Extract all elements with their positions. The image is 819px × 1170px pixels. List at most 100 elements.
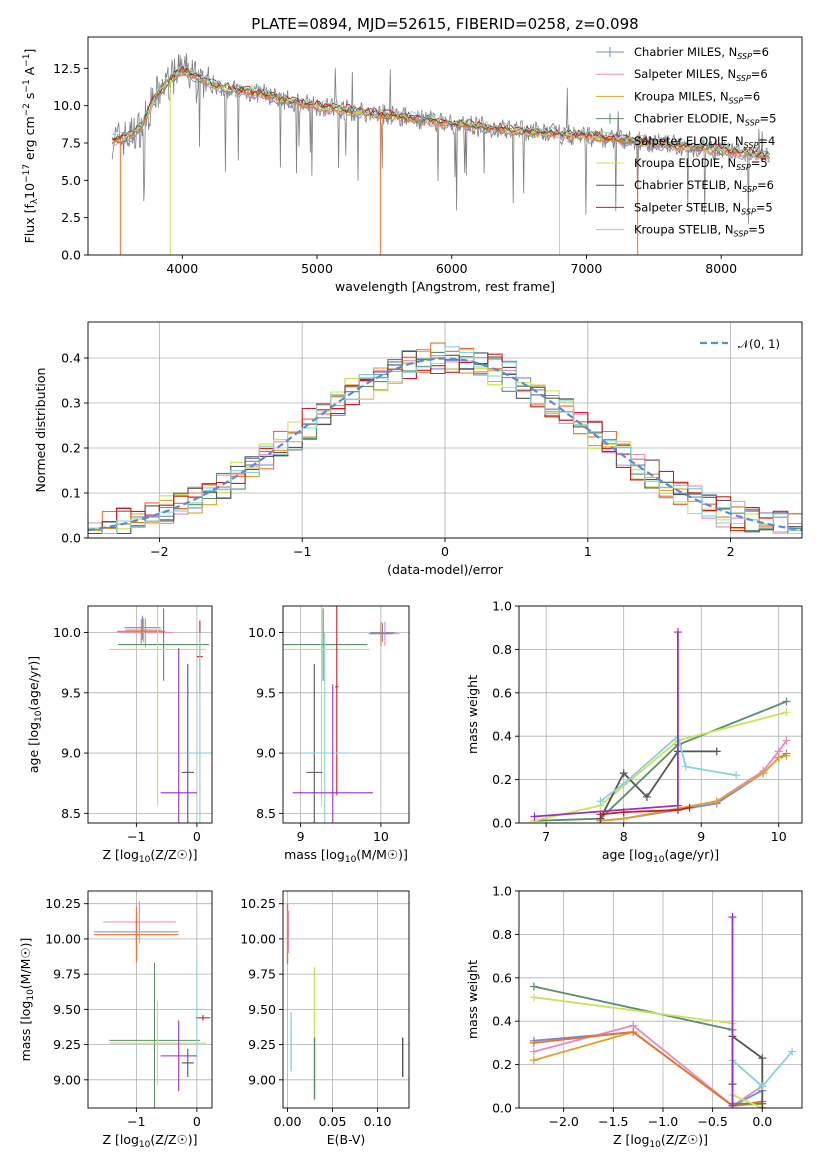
legend-entry: Salpeter MILES, NSSP=6 xyxy=(634,67,768,83)
mass-weight-marker xyxy=(619,779,628,788)
age-vs-mass-panel: 9 10 8.5 9.0 9.5 10.0 mass [log10(M/M☉)] xyxy=(248,605,410,865)
x-axis-label: mass [log10(M/M☉)] xyxy=(284,847,408,865)
y-tick-label: 9.0 xyxy=(61,746,81,761)
y-tick-label: 10.00 xyxy=(240,931,276,946)
x-tick-label: 8 xyxy=(620,829,628,844)
mass-weight-marker xyxy=(530,812,539,821)
mass-weight-marker xyxy=(529,982,538,991)
mass-weight-line xyxy=(534,632,679,818)
mass-weight-marker xyxy=(758,1104,767,1108)
y-tick-label: 9.00 xyxy=(53,1072,81,1087)
x-axis-label: age [log10(age/yr)] xyxy=(602,847,719,865)
y-tick-label: 0.8 xyxy=(492,642,512,657)
mass-weight-marker xyxy=(642,792,651,801)
x-tick-label: 0 xyxy=(441,544,449,559)
y-tick-label: 1.0 xyxy=(492,884,512,899)
plot-area xyxy=(286,903,404,1100)
y-tick-label: 0.8 xyxy=(492,927,512,942)
x-tick-label: 2 xyxy=(727,544,735,559)
y-tick-label: 0.0 xyxy=(61,531,81,546)
mass-weight-marker xyxy=(758,1054,767,1063)
x-tick-label: 0 xyxy=(193,829,201,844)
x-axis-label: Z [log10(Z/Z☉)] xyxy=(613,1132,708,1150)
x-tick-label: 9 xyxy=(297,829,305,844)
mass-weight-marker xyxy=(758,1082,767,1091)
mass-weight-marker xyxy=(529,1047,538,1056)
legend-entry: Chabrier ELODIE, NSSP=5 xyxy=(634,112,776,128)
mass-weight-marker xyxy=(529,993,538,1002)
x-tick-label: −0.5 xyxy=(697,1114,727,1129)
x-tick-label: −1 xyxy=(127,1114,145,1129)
y-tick-label: 9.5 xyxy=(256,685,276,700)
mass-weight-line xyxy=(533,1024,763,1107)
y-tick-label: 0.2 xyxy=(492,772,512,787)
y-tick-label: 10.0 xyxy=(53,625,81,640)
axes-frame xyxy=(87,36,803,256)
axes-frame xyxy=(282,890,410,1109)
legend-entry: Chabrier STELIB, NSSP=6 xyxy=(634,178,774,194)
normal-distribution-curve xyxy=(88,357,802,532)
mass-weight-marker xyxy=(759,769,768,778)
mass-weight-marker xyxy=(788,1047,797,1056)
y-axis-label: mass weight xyxy=(465,675,480,754)
y-tick-label: 0.2 xyxy=(61,441,81,456)
x-tick-label: 6000 xyxy=(436,261,468,276)
y-tick-label: 0.2 xyxy=(492,1057,512,1072)
plot-area xyxy=(530,628,791,823)
y-tick-label: 0.1 xyxy=(61,486,81,501)
x-tick-label: −1 xyxy=(293,544,311,559)
plot-area xyxy=(529,913,797,1108)
mass-weight-vs-age-panel: 7 8 9 10 0.0 0.2 0.4 0.6 0.8 1.0 age [log10(age/yr… xyxy=(465,599,803,865)
x-tick-label: 1 xyxy=(584,544,592,559)
y-axis-label: mass weight xyxy=(465,960,480,1039)
y-tick-label: 0.6 xyxy=(492,970,512,985)
y-tick-label: 0.0 xyxy=(492,816,512,831)
y-tick-label: 0.0 xyxy=(492,1101,512,1116)
mass-weight-line xyxy=(600,752,787,822)
mass-weight-line xyxy=(599,734,737,803)
plot-area xyxy=(283,606,400,823)
x-tick-label: 10 xyxy=(373,829,389,844)
y-axis-label: Flux [fλ10−17 erg cm−2 s−1 A−1] xyxy=(22,49,40,244)
mass-weight-marker xyxy=(629,1028,638,1037)
legend-entry: Kroupa MILES, NSSP=6 xyxy=(634,89,760,105)
y-tick-label: 9.25 xyxy=(53,1037,81,1052)
y-tick-label: 10.0 xyxy=(53,98,81,113)
mass-weight-marker xyxy=(685,803,694,812)
plot-area xyxy=(94,900,211,1108)
y-tick-label: 9.50 xyxy=(53,1002,81,1017)
residual-histogram-panel: −2 −1 0 1 2 0.0 0.1 0.2 0.3 0.4 (data-model)/error… xyxy=(33,321,803,577)
y-tick-label: 10.25 xyxy=(240,896,276,911)
mass-weight-line xyxy=(533,996,763,1108)
legend-entry: Salpeter ELODIE, NSSP=4 xyxy=(634,134,775,150)
mass-weight-vs-metallicity-panel: −2.0 −1.5 −1.0 −0.5 0.0 0.0 0.2 0.4 0.6 0.8 1.0 Z [… xyxy=(465,884,803,1150)
x-tick-label: 0.0 xyxy=(752,1114,772,1129)
mass-weight-marker xyxy=(596,797,605,806)
mass-weight-line xyxy=(600,806,690,816)
x-tick-label: 10 xyxy=(771,829,787,844)
residual-histogram-step xyxy=(88,346,802,535)
mass-weight-line xyxy=(534,711,787,822)
y-tick-label: 0.4 xyxy=(492,729,512,744)
mass-weight-line xyxy=(599,750,717,820)
y-axis-label: Normed distribution xyxy=(33,368,48,493)
y-tick-label: 0.3 xyxy=(61,396,81,411)
axes-frame xyxy=(87,605,213,824)
legend-entry: Chabrier MILES, NSSP=6 xyxy=(634,45,769,61)
x-tick-label: 4000 xyxy=(166,261,198,276)
mass-weight-marker xyxy=(782,751,791,760)
y-tick-label: 0.4 xyxy=(492,1014,512,1029)
y-tick-label: 8.5 xyxy=(256,806,276,821)
mass-weight-marker xyxy=(673,801,682,810)
mass-weight-marker xyxy=(774,753,783,762)
plot-area xyxy=(88,342,802,535)
mass-weight-marker xyxy=(712,747,721,756)
x-tick-label: 0.10 xyxy=(364,1114,392,1129)
y-tick-label: 9.50 xyxy=(248,1002,276,1017)
mass-vs-reddening-panel: 0.00 0.05 0.10 9.00 9.25 9.50 9.75 10.00 10.25 E(… xyxy=(240,890,410,1147)
y-tick-label: 0.6 xyxy=(492,685,512,700)
x-tick-label: 0.05 xyxy=(319,1114,347,1129)
y-tick-label: 9.25 xyxy=(248,1037,276,1052)
y-tick-label: 9.00 xyxy=(248,1072,276,1087)
axes-frame xyxy=(87,890,213,1109)
